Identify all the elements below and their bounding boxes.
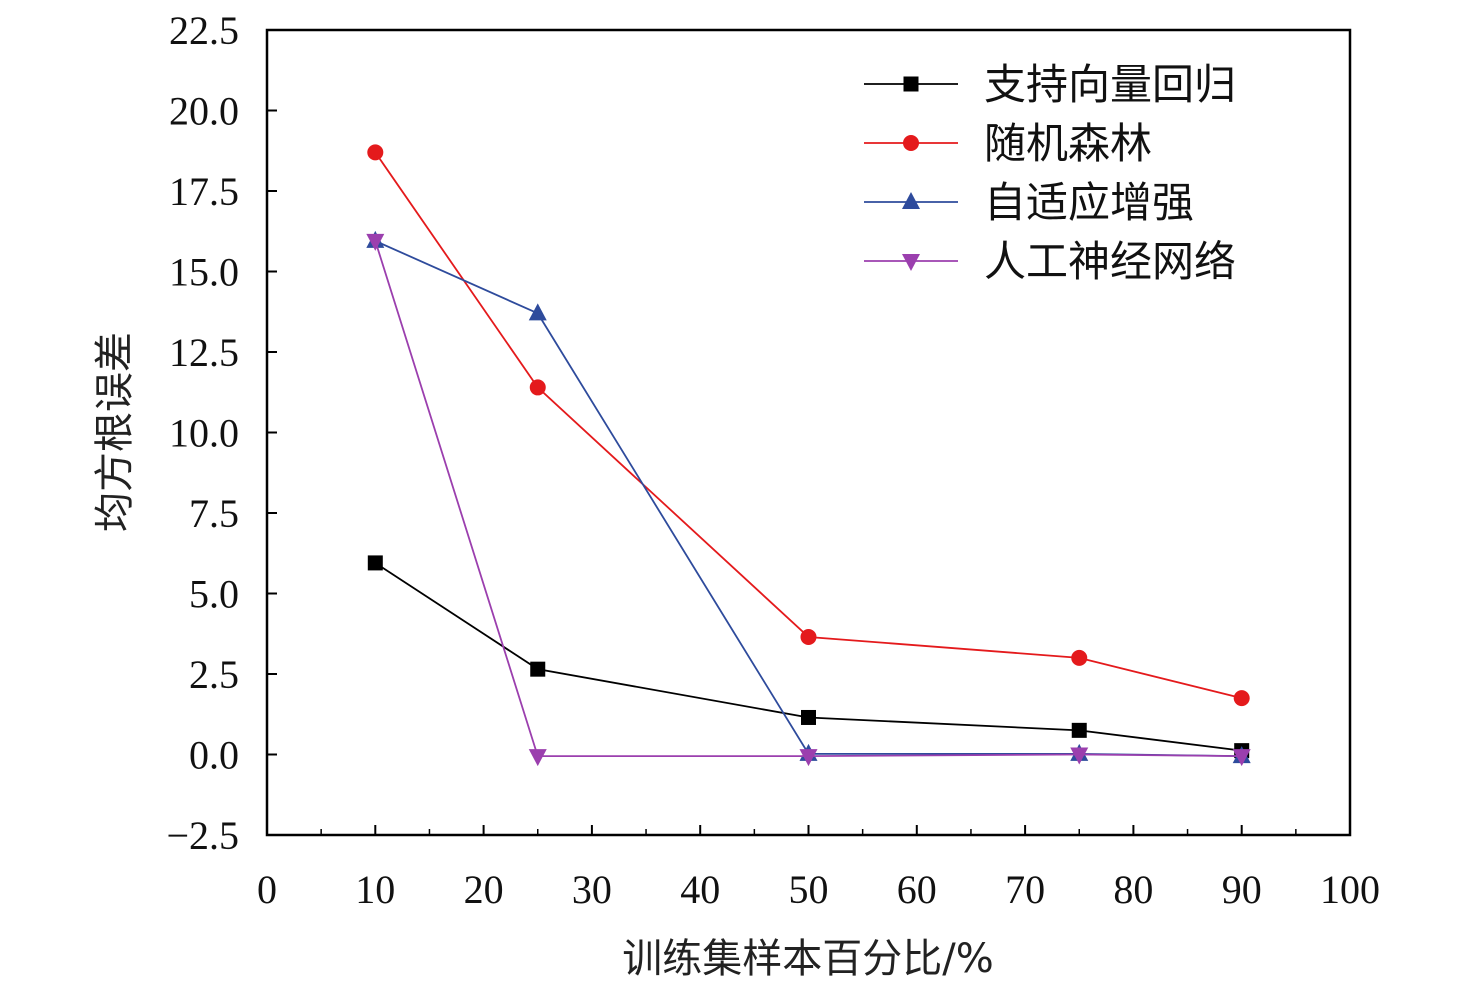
series-4	[366, 233, 1251, 767]
y-tick-label: 0.0	[189, 733, 239, 778]
x-tick-label: 60	[897, 867, 937, 912]
data-point	[1071, 722, 1087, 738]
y-axis: −2.5 0.0 2.5 5.0 7.5 10.0 12.5 15.0 17.5 20.0 22.5	[166, 8, 277, 858]
legend-item: 支持向量回归	[864, 60, 1236, 109]
y-tick-label: 7.5	[189, 491, 239, 536]
data-point	[366, 233, 385, 251]
y-tick-label: 2.5	[189, 652, 239, 697]
series-2	[367, 144, 1250, 707]
y-tick-label: 15.0	[169, 250, 239, 295]
legend-label: 随机森林	[984, 119, 1152, 168]
data-point	[529, 379, 546, 396]
data-point	[530, 661, 546, 677]
y-tick-label: 22.5	[169, 8, 239, 53]
legend-item: 随机森林	[864, 119, 1152, 168]
y-tick-label: 5.0	[189, 572, 239, 617]
x-tick-label: 50	[789, 867, 829, 912]
data-point	[528, 749, 547, 767]
x-tick-label: 40	[680, 867, 720, 912]
x-tick-label: 100	[1320, 867, 1380, 912]
x-tick-label: 20	[464, 867, 504, 912]
x-tick-label: 30	[572, 867, 612, 912]
legend-marker	[902, 254, 920, 271]
y-axis-title: 均方根误差	[92, 332, 138, 532]
x-tick-label: 80	[1113, 867, 1153, 912]
y-tick-label: −2.5	[166, 813, 239, 858]
data-point	[1071, 649, 1088, 666]
legend-label: 自适应增强	[984, 178, 1194, 227]
x-axis-title: 训练集样本百分比/%	[622, 936, 993, 982]
legend-marker	[903, 135, 919, 151]
legend-item: 自适应增强	[864, 178, 1194, 227]
legend-marker	[902, 192, 920, 209]
data-point	[528, 303, 547, 321]
data-point	[799, 749, 818, 767]
y-tick-label: 17.5	[169, 169, 239, 214]
x-tick-label: 0	[257, 867, 277, 912]
y-tick-label: 10.0	[169, 411, 239, 456]
data-point	[367, 555, 383, 571]
legend-marker	[903, 76, 919, 92]
data-point	[1070, 747, 1089, 765]
legend-label: 支持向量回归	[984, 60, 1236, 109]
x-tick-label: 90	[1222, 867, 1262, 912]
legend-item: 人工神经网络	[864, 237, 1236, 286]
y-tick-label: 20.0	[169, 89, 239, 134]
data-point	[1233, 690, 1250, 707]
x-axis: 0 10 20 30 40 50 60 70 80 90 100	[257, 825, 1380, 912]
x-tick-label: 10	[355, 867, 395, 912]
series-layer	[366, 144, 1251, 767]
legend-label: 人工神经网络	[984, 237, 1236, 286]
data-point	[800, 628, 817, 645]
y-tick-label: 12.5	[169, 330, 239, 375]
data-point	[801, 709, 816, 725]
series-1	[367, 555, 1250, 759]
x-tick-label: 70	[1005, 867, 1045, 912]
data-point	[367, 144, 384, 161]
data-point	[1232, 749, 1251, 767]
